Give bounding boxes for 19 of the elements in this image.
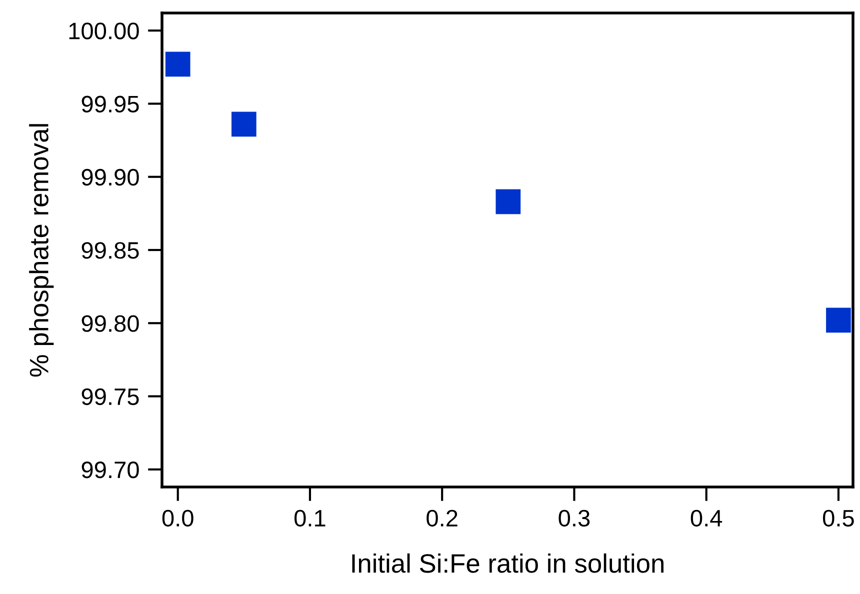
y-tick-label: 99.85 (82, 242, 139, 259)
point (231, 112, 256, 137)
point (496, 189, 521, 214)
y-tick-label: 99.80 (82, 315, 139, 332)
y-tick-label: 99.95 (82, 96, 139, 112)
x-axis-title: Initial Si:Fe ratio in solution (352, 553, 664, 573)
x-tick-label: 0.4 (690, 510, 722, 527)
y-tick-label: 99.90 (82, 168, 139, 186)
x-tick-label: 0.1 (294, 510, 326, 527)
x-tick-label: 0.3 (558, 510, 590, 527)
x-tick-label: 0.5 (822, 510, 854, 527)
y-tick-label: 99.75 (82, 388, 139, 406)
point (826, 308, 851, 333)
y-tick-label: 99.70 (82, 462, 139, 478)
point (165, 52, 190, 77)
x-tick-label: 0.0 (162, 510, 194, 527)
x-tick-label: 0.2 (426, 510, 458, 527)
y-axis-title: % phosphate removal (29, 124, 54, 377)
y-tick-label: 100.00 (69, 22, 139, 40)
